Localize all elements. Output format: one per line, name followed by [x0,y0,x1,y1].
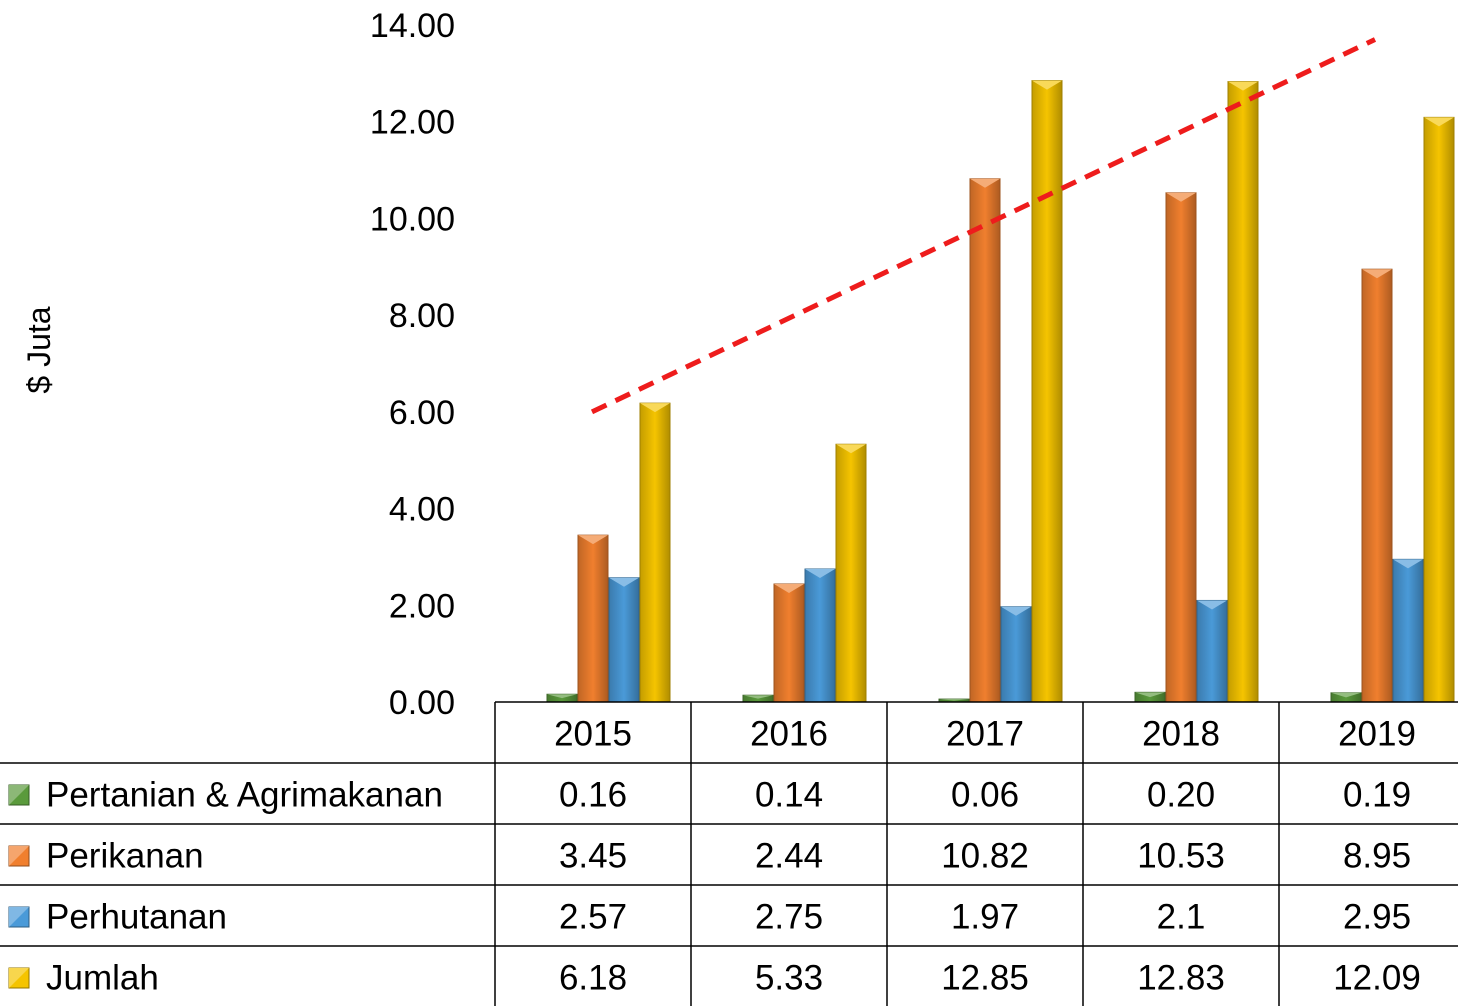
y-tick-label: 6.00 [389,394,455,432]
bar [1196,599,1228,703]
bar [1361,268,1393,703]
bar [969,178,1001,703]
category-label: 2016 [750,715,828,754]
bar [1000,606,1032,703]
bar [639,402,671,703]
series-label: Pertanian & Agrimakanan [46,776,443,815]
data-label: 0.19 [1343,776,1411,815]
bar [1165,192,1197,703]
bar-group [546,80,1455,703]
data-label: 5.33 [755,959,823,998]
y-axis-label: $ Juta [21,306,57,393]
y-tick-label: 2.00 [389,587,455,625]
category-label: 2018 [1142,715,1220,754]
bar [773,583,805,703]
bar [1134,691,1166,703]
bar [804,568,836,703]
bar [835,443,867,703]
bar [1392,558,1424,703]
legend-key [8,845,30,867]
data-label: 2.1 [1157,898,1206,937]
series-label: Perikanan [46,837,204,876]
bar [577,534,609,703]
data-label: 0.06 [951,776,1019,815]
trendline-path [590,37,1377,415]
category-label: 2019 [1338,715,1416,754]
bar [546,693,578,703]
series-label: Perhutanan [46,898,227,937]
y-tick-label: 4.00 [389,491,455,529]
category-label: 2015 [554,715,632,754]
y-axis-ticks: 0.00 2.00 4.00 6.00 8.00 10.00 12.00 14.00 [370,7,455,722]
data-label: 2.57 [559,898,627,937]
y-tick-label: 12.00 [370,104,455,142]
data-label: 3.45 [559,837,627,876]
legend-key [8,906,30,928]
y-tick-label: 8.00 [389,297,455,335]
data-label: 8.95 [1343,837,1411,876]
category-label: 2017 [946,715,1024,754]
bar [1330,692,1362,703]
bar [608,577,640,703]
trendline [590,37,1377,415]
data-table: 2015 2016 2017 2018 2019 Pertanian & Agrimaka… [0,701,1458,1006]
data-label: 0.16 [559,776,627,815]
data-label: 12.83 [1137,959,1225,998]
bar [742,694,774,703]
data-label: 2.44 [755,837,823,876]
y-tick-label: 0.00 [389,684,455,722]
data-label: 10.53 [1137,837,1225,876]
data-label: 6.18 [559,959,627,998]
data-label: 0.20 [1147,776,1215,815]
bar [1227,81,1259,703]
series-label: Jumlah [46,959,159,998]
data-label: 1.97 [951,898,1019,937]
y-tick-label: 10.00 [370,200,455,238]
data-label: 12.85 [941,959,1029,998]
data-label: 10.82 [941,837,1029,876]
data-label: 12.09 [1333,959,1421,998]
data-label: 0.14 [755,776,823,815]
y-tick-label: 14.00 [370,7,455,45]
data-label: 2.75 [755,898,823,937]
bar [1031,80,1063,703]
data-label: 2.95 [1343,898,1411,937]
bar [1423,116,1455,703]
legend-key [8,967,30,989]
legend-key [8,784,30,806]
